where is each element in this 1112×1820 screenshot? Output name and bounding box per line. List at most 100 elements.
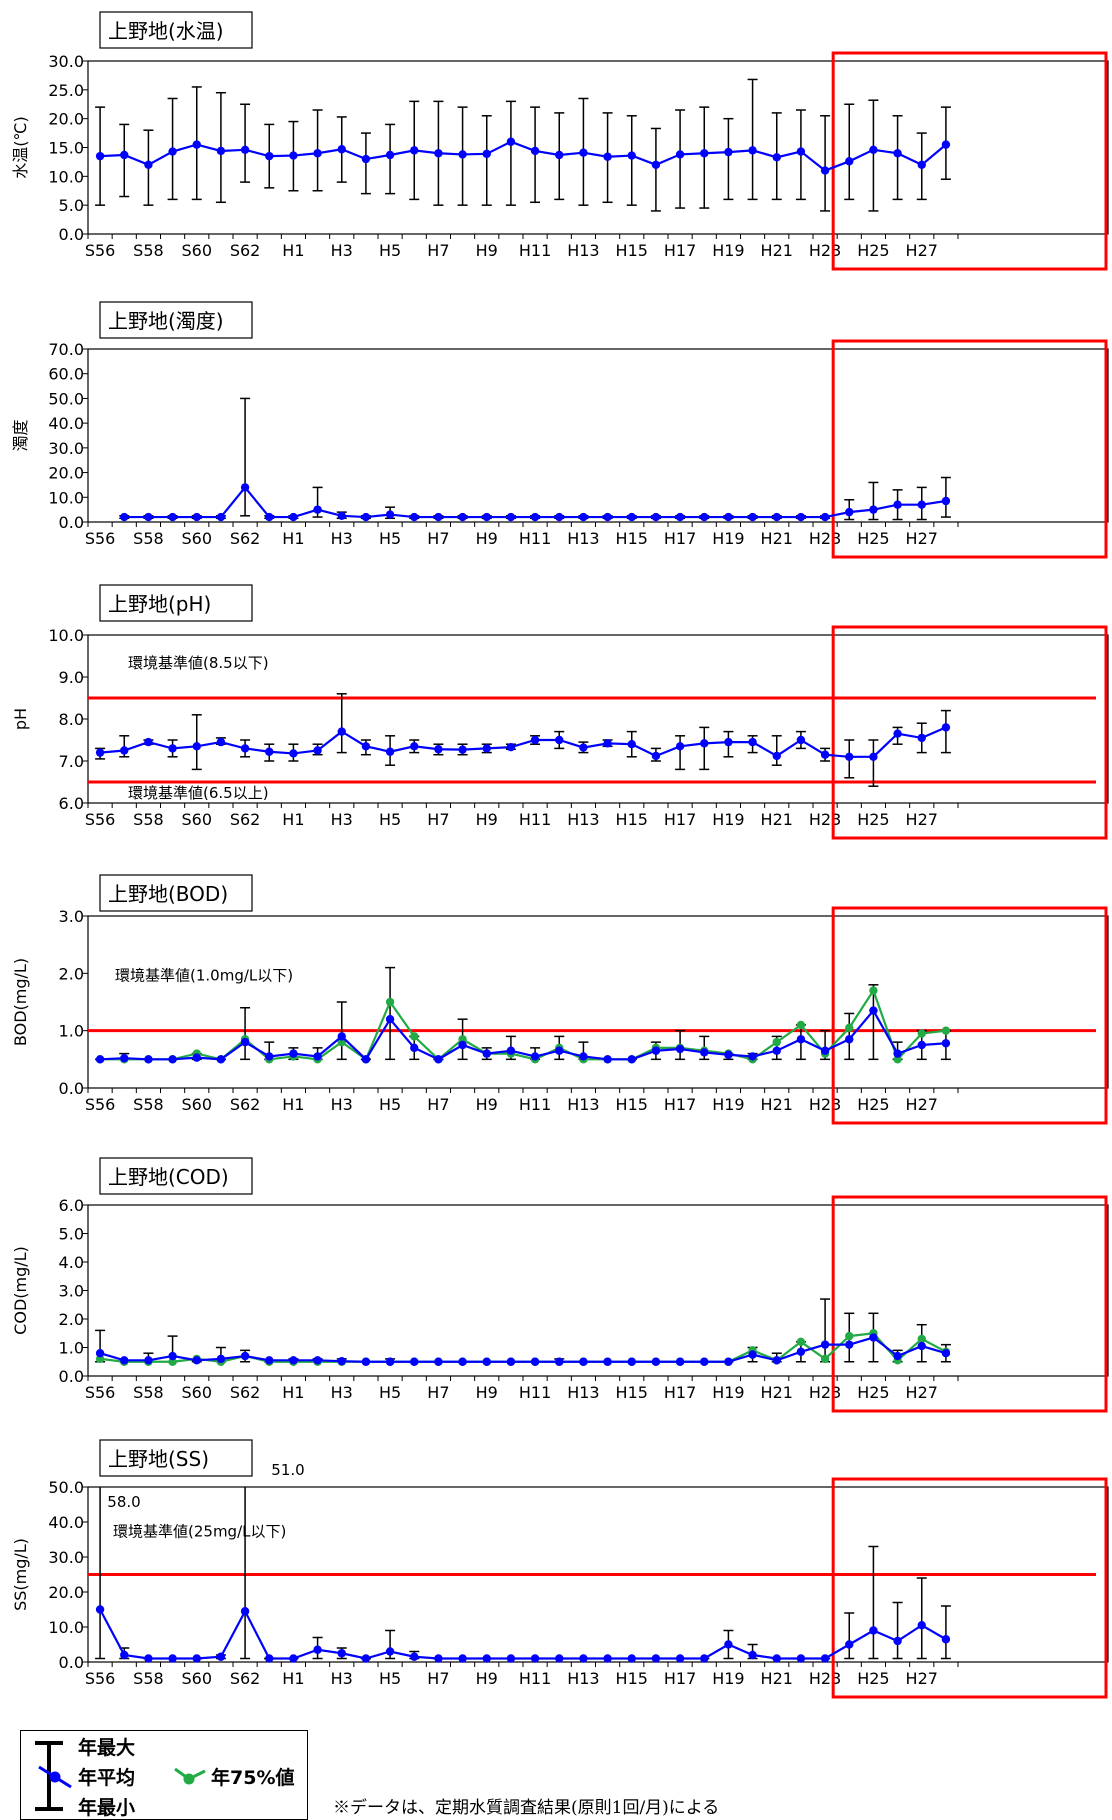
y-tick-label: 2.0 xyxy=(59,1310,84,1329)
x-tick-label: H3 xyxy=(331,810,353,829)
data-point xyxy=(579,1052,588,1061)
x-tick-label: S62 xyxy=(230,529,261,548)
x-tick-label: H5 xyxy=(379,529,401,548)
x-tick-label: H25 xyxy=(857,1383,889,1402)
data-point xyxy=(869,1333,878,1342)
data-point xyxy=(144,160,153,169)
x-tick-label: H11 xyxy=(519,1095,551,1114)
x-tick-label: H13 xyxy=(567,1095,599,1114)
data-point xyxy=(796,735,806,745)
x-tick-label: H17 xyxy=(664,810,696,829)
y-tick-label: 10.0 xyxy=(48,1618,84,1637)
data-point xyxy=(627,151,636,160)
data-point xyxy=(313,1356,322,1365)
data-point xyxy=(144,512,153,522)
x-tick-label: S56 xyxy=(85,529,116,548)
x-tick-label: H1 xyxy=(282,810,304,829)
chart-title-box xyxy=(99,1439,253,1477)
highlight-box xyxy=(831,906,1108,1125)
x-tick-label: H7 xyxy=(427,1383,449,1402)
x-tick-label: H11 xyxy=(519,1669,551,1688)
highlight-box xyxy=(831,625,1108,840)
y-tick-label: 50.0 xyxy=(48,389,84,408)
data-point xyxy=(748,1650,757,1660)
data-point xyxy=(120,1356,129,1365)
data-source-note: ※データは、定期水質調査結果(原則1回/月)による xyxy=(333,1798,720,1818)
x-tick-label: H15 xyxy=(616,810,648,829)
y-axis-label: COD(mg/L) xyxy=(11,1246,30,1335)
data-point xyxy=(603,1055,612,1064)
data-point xyxy=(95,1349,105,1358)
data-point xyxy=(144,1654,153,1663)
chart-6: 上野地(SS) SS(mg/L) 0.0 10.0 20.0 30.0 40.0 50.0 S5… xyxy=(11,1439,1109,1699)
data-point xyxy=(869,986,878,995)
x-tick-label: S56 xyxy=(85,1669,116,1688)
data-point xyxy=(917,1341,926,1351)
y-tick-label: 8.0 xyxy=(59,710,84,729)
y-tick-label: 4.0 xyxy=(59,1253,84,1272)
x-tick-label: S60 xyxy=(181,1095,212,1114)
y-tick-label: 6.0 xyxy=(59,1196,84,1215)
data-point xyxy=(675,1357,685,1366)
x-tick-label: H23 xyxy=(809,810,841,829)
data-point xyxy=(192,512,201,522)
data-point xyxy=(506,742,516,752)
y-tick-label: 15.0 xyxy=(48,139,84,158)
x-tick-label: H3 xyxy=(331,1383,353,1402)
data-point xyxy=(579,148,588,157)
data-point xyxy=(216,1055,226,1064)
data-point xyxy=(820,750,830,759)
data-point xyxy=(917,1040,926,1050)
legend: 年最大 年平均 年75%値 年最小 xyxy=(20,1730,308,1820)
x-tick-label: S62 xyxy=(230,810,261,829)
data-point xyxy=(724,1357,733,1366)
data-point xyxy=(361,1055,371,1064)
x-tick-label: H1 xyxy=(282,241,304,260)
y-tick-label: 0.0 xyxy=(59,225,84,244)
data-point xyxy=(337,1032,346,1041)
data-point xyxy=(458,1040,467,1050)
data-point xyxy=(385,510,395,519)
data-point xyxy=(530,146,540,156)
x-tick-label: H25 xyxy=(857,1669,889,1688)
x-tick-label: H27 xyxy=(906,1095,938,1114)
data-point xyxy=(434,512,443,522)
data-point xyxy=(240,145,250,155)
x-tick-label: S62 xyxy=(230,1383,261,1402)
data-point xyxy=(772,751,781,761)
data-point xyxy=(216,1652,226,1661)
data-point xyxy=(434,1357,443,1366)
data-point xyxy=(337,145,346,154)
data-point xyxy=(917,1029,926,1038)
y-axis-label: pH xyxy=(11,708,30,730)
data-point xyxy=(120,1053,129,1063)
data-point xyxy=(361,1654,371,1663)
y-tick-label: 9.0 xyxy=(59,668,84,687)
y-axis-label: 水温(℃) xyxy=(11,116,30,178)
data-point xyxy=(361,154,371,164)
data-point xyxy=(95,1055,105,1064)
data-point xyxy=(361,742,371,751)
x-tick-label: H23 xyxy=(809,241,841,260)
data-point xyxy=(506,1046,516,1055)
x-tick-label: H17 xyxy=(664,1383,696,1402)
data-point xyxy=(482,149,491,159)
x-tick-label: H21 xyxy=(761,1669,793,1688)
x-tick-label: H19 xyxy=(712,1383,744,1402)
x-tick-label: S60 xyxy=(181,529,212,548)
x-tick-label: H17 xyxy=(664,529,696,548)
y-tick-label: 3.0 xyxy=(59,907,84,926)
x-tick-label: H23 xyxy=(809,1669,841,1688)
data-point xyxy=(820,1654,830,1663)
x-tick-label: H3 xyxy=(331,1669,353,1688)
data-point xyxy=(337,1356,346,1366)
x-tick-label: H1 xyxy=(282,529,304,548)
data-point xyxy=(95,1605,105,1614)
data-point xyxy=(917,160,926,169)
x-tick-label: H21 xyxy=(761,529,793,548)
data-point xyxy=(796,1337,806,1347)
x-tick-label: S62 xyxy=(230,1669,261,1688)
data-point xyxy=(941,1026,951,1035)
x-tick-label: H11 xyxy=(519,810,551,829)
